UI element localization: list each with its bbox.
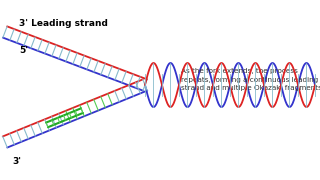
Text: 3' Leading strand: 3' Leading strand <box>19 19 108 28</box>
Text: As the fork extends, the process
repeats, forming a continuous leading
strand an: As the fork extends, the process repeats… <box>181 68 320 91</box>
Text: 5': 5' <box>19 46 28 55</box>
Text: 3': 3' <box>13 158 22 166</box>
